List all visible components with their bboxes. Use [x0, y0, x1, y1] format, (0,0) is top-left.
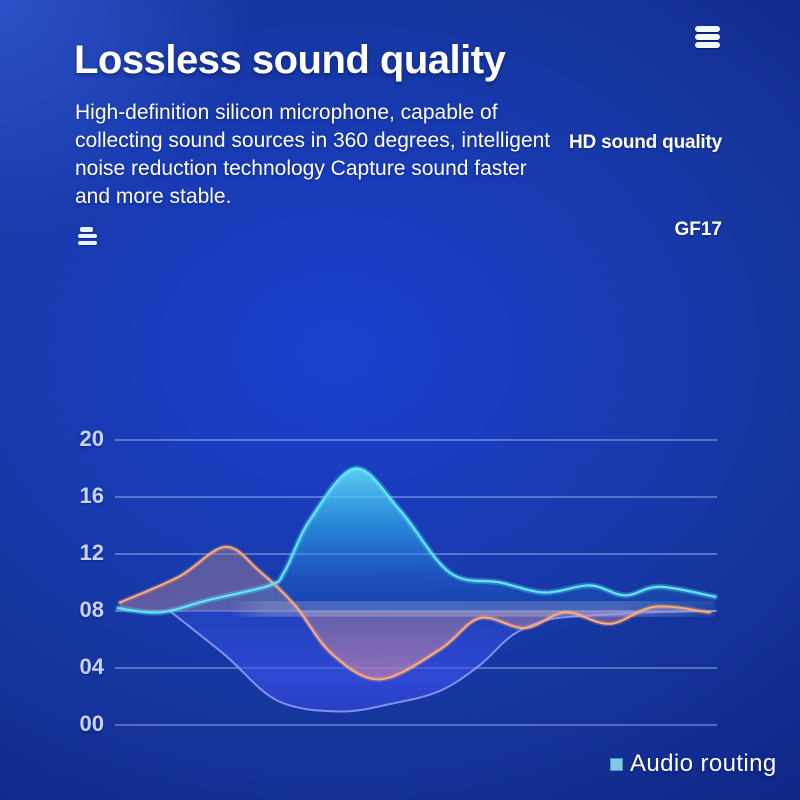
- description: High-definition silicon microphone, capa…: [75, 99, 555, 211]
- y-axis-tick-label: 04: [79, 654, 104, 679]
- wave-line-treble-wave: [116, 467, 717, 614]
- list-icon-bar: [78, 240, 97, 246]
- y-axis-tick-label: 20: [79, 426, 104, 451]
- wave-line-bass-wave: [168, 610, 717, 713]
- wave-area-treble-wave: [118, 468, 716, 613]
- description-line: noise reduction technology Capture sound…: [75, 157, 527, 180]
- wave-area-bass-wave: [169, 611, 716, 712]
- page-title: Lossless sound quality: [74, 38, 506, 82]
- list-icon-bar: [78, 233, 97, 239]
- description-line: collecting sound sources in 360 degrees,…: [75, 129, 551, 152]
- list-icon: [78, 227, 97, 246]
- menu-icon-bar: [695, 42, 720, 48]
- model-label: GF17: [674, 219, 722, 240]
- y-axis-tick-label: 12: [79, 540, 104, 565]
- description-line: and more stable.: [75, 185, 232, 208]
- menu-icon: [695, 26, 720, 48]
- hd-quality-label: HD sound quality: [568, 132, 722, 153]
- menu-icon-bar: [695, 26, 720, 32]
- menu-icon-bar: [695, 34, 720, 40]
- legend: Audio routing: [610, 750, 777, 778]
- list-icon-bar: [80, 227, 93, 232]
- y-axis-tick-label: 16: [79, 483, 104, 508]
- legend-label: Audio routing: [630, 750, 777, 777]
- wave-line-mid-wave: [118, 545, 711, 681]
- description-line: High-definition silicon microphone, capa…: [75, 101, 498, 124]
- legend-swatch-icon: [610, 757, 623, 771]
- y-axis-tick-label: 00: [79, 711, 104, 736]
- y-axis-tick-label: 08: [79, 597, 104, 622]
